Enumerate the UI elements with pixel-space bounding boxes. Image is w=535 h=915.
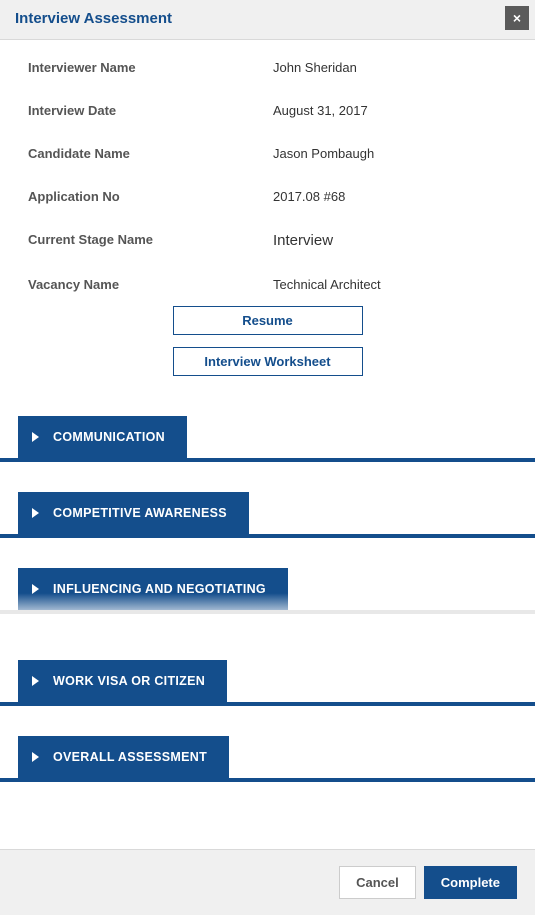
label-vacancy: Vacancy Name [28,277,273,292]
section-underline [0,778,535,782]
chevron-right-icon [32,432,39,442]
interview-assessment-dialog: Interview Assessment × Interviewer Name … [0,0,535,915]
section-visa-label: WORK VISA OR CITIZEN [53,674,205,688]
chevron-right-icon [32,752,39,762]
value-candidate: Jason Pombaugh [273,146,374,161]
chevron-right-icon [32,508,39,518]
label-date: Interview Date [28,103,273,118]
section-spacer [0,614,535,660]
info-block: Interviewer Name John Sheridan Interview… [0,40,535,416]
section-competitive-label: COMPETITIVE AWARENESS [53,506,227,520]
label-stage: Current Stage Name [28,232,273,249]
value-vacancy: Technical Architect [273,277,381,292]
value-appno: 2017.08 #68 [273,189,345,204]
section-overall-wrap: OVERALL ASSESSMENT [0,736,535,782]
section-overall-label: OVERALL ASSESSMENT [53,750,207,764]
label-interviewer: Interviewer Name [28,60,273,75]
section-influencing-header[interactable]: INFLUENCING AND NEGOTIATING [18,568,288,610]
value-interviewer: John Sheridan [273,60,357,75]
dialog-title: Interview Assessment [15,10,520,27]
section-communication-wrap: COMMUNICATION [0,416,535,462]
row-candidate: Candidate Name Jason Pombaugh [28,146,507,161]
section-spacer [0,538,535,568]
section-overall-header[interactable]: OVERALL ASSESSMENT [18,736,229,778]
row-date: Interview Date August 31, 2017 [28,103,507,118]
value-stage: Interview [273,232,333,249]
close-button[interactable]: × [505,6,529,30]
section-visa-wrap: WORK VISA OR CITIZEN [0,660,535,706]
section-visa-header[interactable]: WORK VISA OR CITIZEN [18,660,227,702]
section-communication-label: COMMUNICATION [53,430,165,444]
row-vacancy: Vacancy Name Technical Architect [28,277,507,292]
section-influencing-wrap: INFLUENCING AND NEGOTIATING [0,568,535,614]
section-competitive-wrap: COMPETITIVE AWARENESS [0,492,535,538]
dialog-header: Interview Assessment × [0,0,535,40]
value-date: August 31, 2017 [273,103,368,118]
cancel-button[interactable]: Cancel [339,866,416,899]
section-spacer [0,706,535,736]
row-interviewer: Interviewer Name John Sheridan [28,60,507,75]
label-candidate: Candidate Name [28,146,273,161]
chevron-right-icon [32,584,39,594]
chevron-right-icon [32,676,39,686]
close-icon: × [513,10,521,26]
section-spacer [0,462,535,492]
link-buttons: Resume Interview Worksheet [28,306,507,376]
sections-container: COMMUNICATION COMPETITIVE AWARENESS INFL… [0,416,535,849]
section-influencing-label: INFLUENCING AND NEGOTIATING [53,582,266,596]
section-communication-header[interactable]: COMMUNICATION [18,416,187,458]
row-appno: Application No 2017.08 #68 [28,189,507,204]
worksheet-button[interactable]: Interview Worksheet [173,347,363,376]
label-appno: Application No [28,189,273,204]
resume-button[interactable]: Resume [173,306,363,335]
section-competitive-header[interactable]: COMPETITIVE AWARENESS [18,492,249,534]
complete-button[interactable]: Complete [424,866,517,899]
dialog-footer: Cancel Complete [0,849,535,915]
row-stage: Current Stage Name Interview [28,232,507,249]
